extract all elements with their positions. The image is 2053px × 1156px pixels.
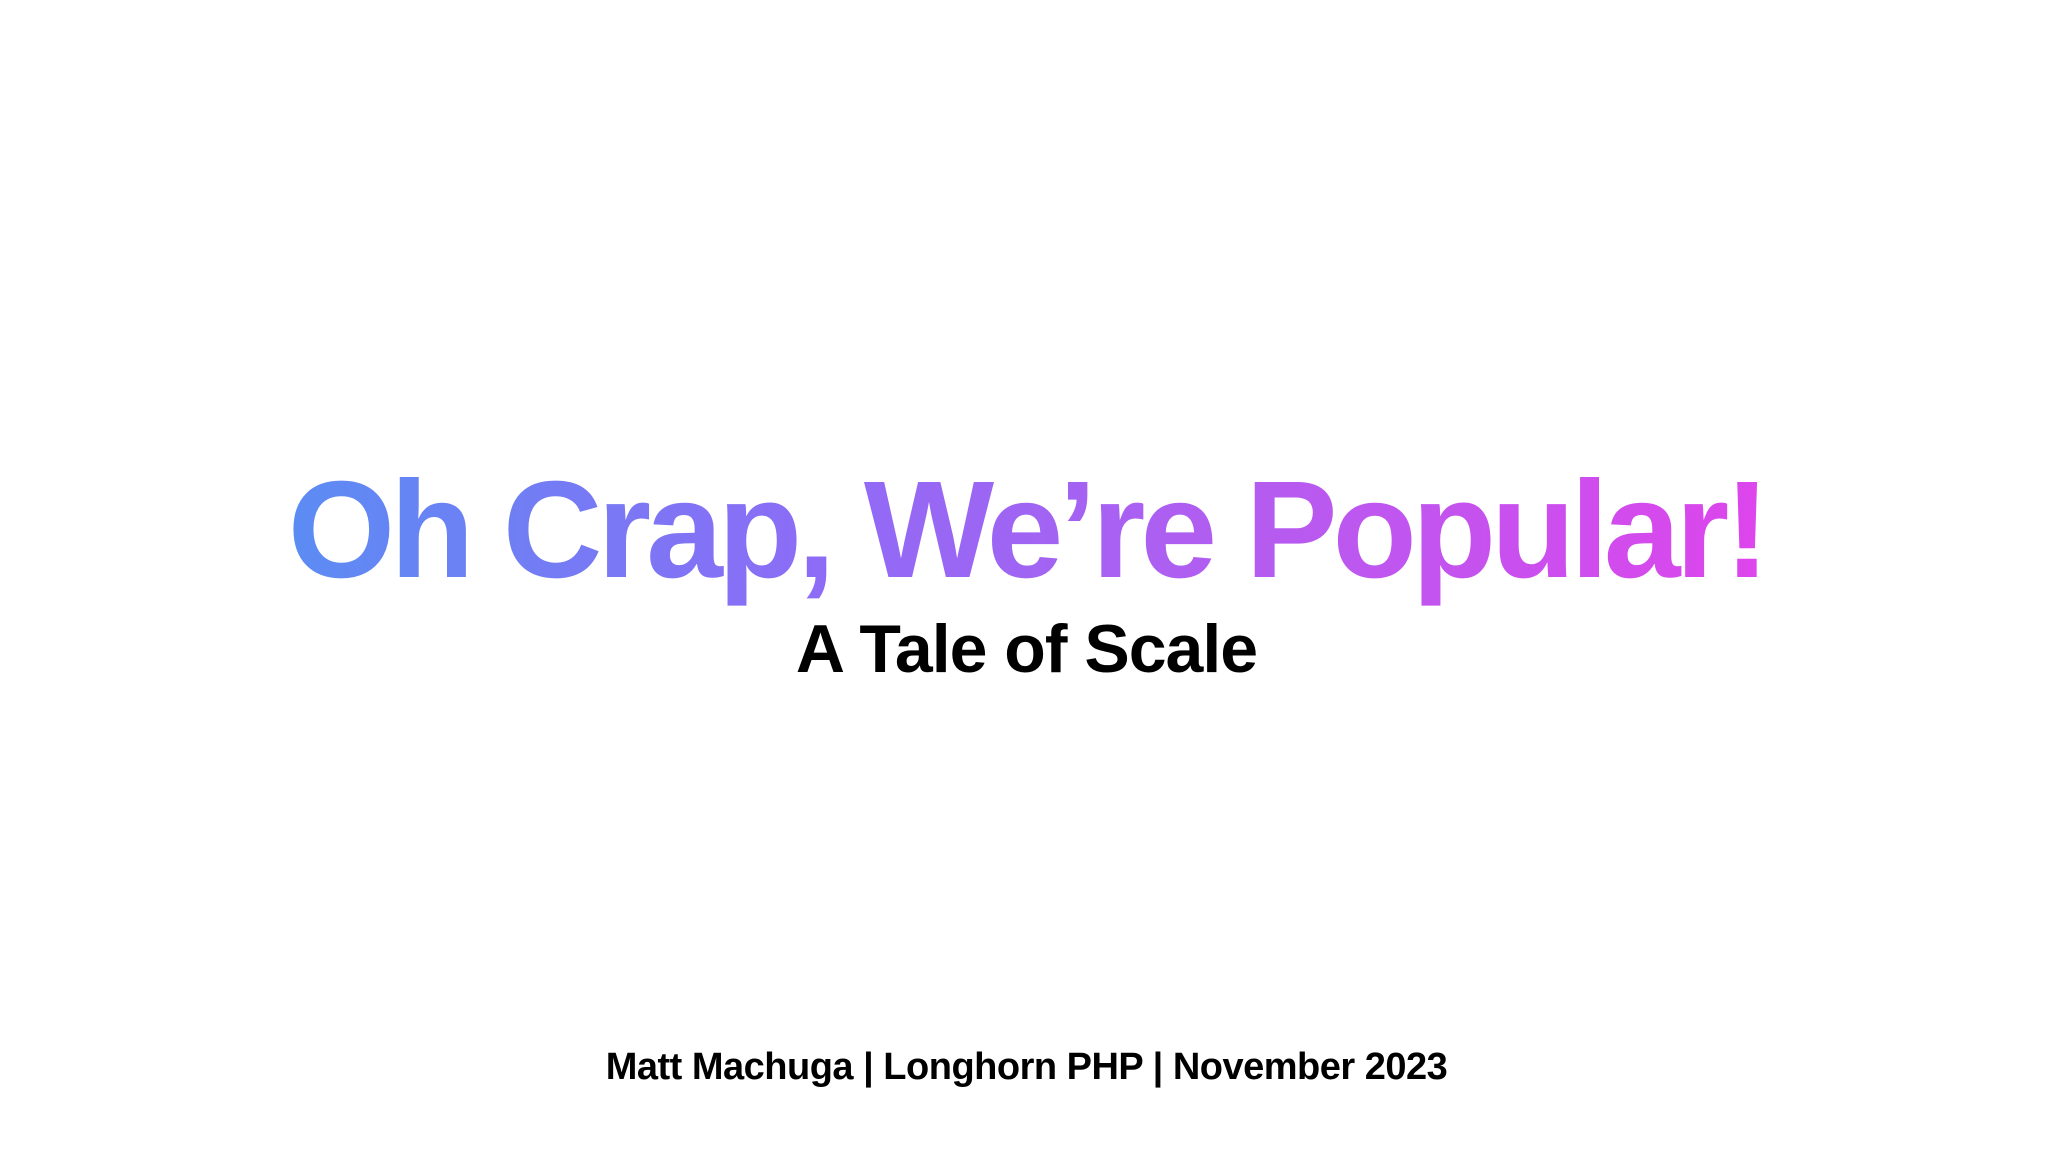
slide-subtitle: A Tale of Scale bbox=[795, 611, 1258, 687]
slide-byline: Matt Machuga | Longhorn PHP | November 2… bbox=[605, 1046, 1448, 1088]
slide-title-text: Oh Crap, We’re Popular! bbox=[287, 453, 1770, 607]
slide-title: Oh Crap, We’re Popular! bbox=[0, 453, 2053, 607]
